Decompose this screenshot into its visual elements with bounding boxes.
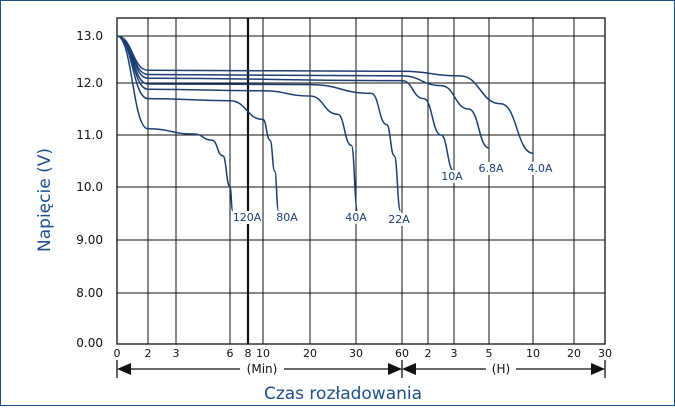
x-tick-label-h: 30 [598, 347, 612, 360]
y-axis-label: Napięcie (V) [35, 148, 55, 252]
series-line-22a [116, 35, 402, 212]
series-line-40a [116, 35, 359, 212]
labels-layer: 0.00 8.00 9.00 10.0 11.0 12.0 13.0 0 2 3 6 8 10 20 30 6… [76, 29, 612, 360]
time-arrows: (Min) (H) [116, 360, 606, 378]
series-label-40a: 40A [345, 211, 367, 224]
series-label-4-0a: 4.0A [527, 162, 552, 175]
series-label-bg [385, 213, 413, 226]
series-label-120a: 120A [233, 211, 262, 224]
series-line-6-8a [116, 35, 490, 149]
h-label-bg [486, 361, 516, 377]
plot-area [116, 17, 606, 345]
x-tick-label-min: 20 [303, 347, 317, 360]
x-tick-label-min: 8 [245, 347, 252, 360]
min-arrow-right-head [388, 363, 402, 375]
y-tick-label: 10.0 [76, 180, 103, 194]
y-tick-label: 13.0 [76, 29, 103, 43]
h-arrow-right-head [591, 363, 605, 375]
y-tick-label: 0.00 [76, 336, 103, 350]
grid [116, 17, 606, 345]
series-label-22a: 22A [388, 213, 410, 226]
y-tick-label: 8.00 [76, 286, 103, 300]
x-tick-label-h: 3 [451, 347, 458, 360]
x-tick-label-min: 60 [395, 347, 409, 360]
x-tick-label-h: 20 [567, 347, 581, 360]
series-label-80a: 80A [276, 211, 298, 224]
x-tick-label-min: 0 [114, 347, 121, 360]
x-tick-label-h: 10 [526, 347, 540, 360]
x-tick-label-min: 10 [256, 347, 270, 360]
series-line-4-0a [116, 35, 534, 154]
series-line-80a [116, 35, 280, 212]
x-tick-label-h: 2 [425, 347, 432, 360]
x-tick-label-min: 2 [145, 347, 152, 360]
y-tick-label: 12.0 [76, 76, 103, 90]
x-tick-label-min: 30 [349, 347, 363, 360]
y-tick-label: 9.00 [76, 233, 103, 247]
x-tick-label-h: 5 [486, 347, 493, 360]
x-axis-label: Czas rozładowania [264, 384, 422, 404]
series-label-6-8a: 6.8A [478, 162, 503, 175]
series-label-bg [438, 170, 466, 183]
h-arrow-left-head [402, 363, 416, 375]
series-layer [116, 35, 534, 212]
series-label-bg [273, 211, 301, 224]
min-arrow-left-head [117, 363, 131, 375]
min-label: (Min) [247, 362, 278, 376]
series-line-120a [116, 35, 234, 212]
x-tick-label-min: 6 [227, 347, 234, 360]
series-label-10a: 10A [441, 170, 463, 183]
series-label-bg [342, 211, 370, 224]
h-label: (H) [492, 362, 510, 376]
x-tick-label-min: 3 [173, 347, 180, 360]
y-tick-label: 11.0 [76, 128, 103, 142]
series-line-10a [116, 35, 455, 173]
series-label-bg [233, 211, 261, 224]
series-label-bg [526, 162, 554, 175]
min-label-bg [240, 361, 284, 377]
series-label-bg [477, 162, 505, 175]
